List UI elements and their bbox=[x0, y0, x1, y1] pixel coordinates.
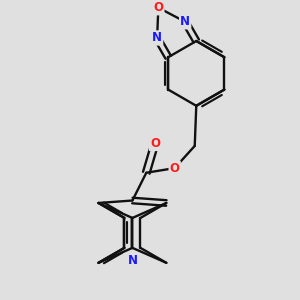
Text: O: O bbox=[150, 137, 160, 150]
Text: N: N bbox=[152, 32, 162, 44]
Text: N: N bbox=[180, 15, 190, 28]
Text: N: N bbox=[128, 254, 137, 267]
Text: O: O bbox=[170, 162, 180, 175]
Text: O: O bbox=[153, 1, 163, 14]
